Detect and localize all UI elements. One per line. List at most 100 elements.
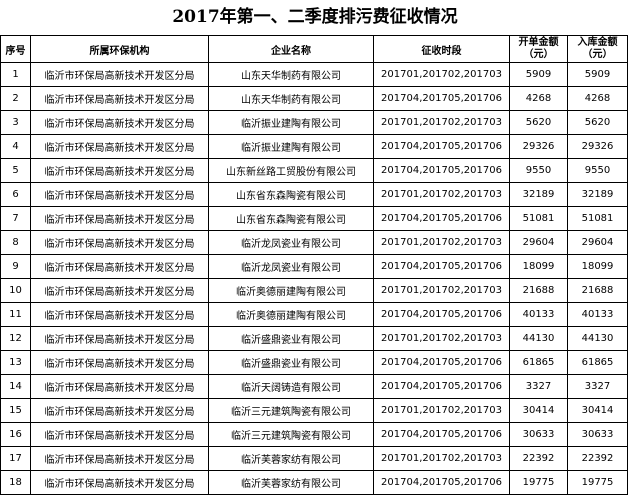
cell-period[interactable]: 201701,201702,201703 xyxy=(373,230,510,255)
cell-no[interactable]: 4 xyxy=(0,134,31,159)
cell-org[interactable]: 临沂市环保局高新技术开发区分局 xyxy=(30,86,209,111)
cell-paid[interactable]: 44130 xyxy=(567,326,628,351)
cell-billed[interactable]: 44130 xyxy=(509,326,568,351)
cell-billed[interactable]: 51081 xyxy=(509,206,568,231)
cell-no[interactable]: 12 xyxy=(0,326,31,351)
cell-org[interactable]: 临沂市环保局高新技术开发区分局 xyxy=(30,206,209,231)
cell-billed[interactable]: 5909 xyxy=(509,62,568,87)
cell-no[interactable]: 17 xyxy=(0,446,31,471)
cell-no[interactable]: 13 xyxy=(0,350,31,375)
cell-company[interactable]: 临沂芙蓉家纺有限公司 xyxy=(208,446,374,471)
cell-org[interactable]: 临沂市环保局高新技术开发区分局 xyxy=(30,470,209,495)
cell-org[interactable]: 临沂市环保局高新技术开发区分局 xyxy=(30,350,209,375)
cell-no[interactable]: 5 xyxy=(0,158,31,183)
cell-company[interactable]: 临沂三元建筑陶瓷有限公司 xyxy=(208,398,374,423)
cell-paid[interactable]: 5620 xyxy=(567,110,628,135)
cell-org[interactable]: 临沂市环保局高新技术开发区分局 xyxy=(30,278,209,303)
cell-paid[interactable]: 32189 xyxy=(567,182,628,207)
cell-period[interactable]: 201704,201705,201706 xyxy=(373,302,510,327)
cell-no[interactable]: 6 xyxy=(0,182,31,207)
cell-paid[interactable]: 9550 xyxy=(567,158,628,183)
cell-company[interactable]: 山东省东森陶瓷有限公司 xyxy=(208,182,374,207)
cell-billed[interactable]: 3327 xyxy=(509,374,568,399)
cell-company[interactable]: 临沂天阔铸造有限公司 xyxy=(208,374,374,399)
cell-paid[interactable]: 30633 xyxy=(567,422,628,447)
cell-period[interactable]: 201701,201702,201703 xyxy=(373,398,510,423)
cell-paid[interactable]: 21688 xyxy=(567,278,628,303)
cell-no[interactable]: 16 xyxy=(0,422,31,447)
cell-org[interactable]: 临沂市环保局高新技术开发区分局 xyxy=(30,62,209,87)
cell-period[interactable]: 201704,201705,201706 xyxy=(373,206,510,231)
cell-no[interactable]: 2 xyxy=(0,86,31,111)
cell-paid[interactable]: 29604 xyxy=(567,230,628,255)
cell-no[interactable]: 14 xyxy=(0,374,31,399)
header-period[interactable]: 征收时段 xyxy=(373,35,510,63)
cell-paid[interactable]: 29326 xyxy=(567,134,628,159)
cell-period[interactable]: 201701,201702,201703 xyxy=(373,182,510,207)
cell-period[interactable]: 201704,201705,201706 xyxy=(373,422,510,447)
cell-company[interactable]: 山东省东森陶瓷有限公司 xyxy=(208,206,374,231)
cell-company[interactable]: 临沂奥德丽建陶有限公司 xyxy=(208,278,374,303)
cell-no[interactable]: 10 xyxy=(0,278,31,303)
cell-period[interactable]: 201701,201702,201703 xyxy=(373,278,510,303)
header-org[interactable]: 所属环保机构 xyxy=(30,35,209,63)
cell-period[interactable]: 201704,201705,201706 xyxy=(373,158,510,183)
cell-company[interactable]: 山东天华制药有限公司 xyxy=(208,86,374,111)
header-paid[interactable]: 入库金额 （元） xyxy=(567,35,628,63)
cell-paid[interactable]: 61865 xyxy=(567,350,628,375)
cell-company[interactable]: 临沂奥德丽建陶有限公司 xyxy=(208,302,374,327)
cell-period[interactable]: 201704,201705,201706 xyxy=(373,86,510,111)
cell-org[interactable]: 临沂市环保局高新技术开发区分局 xyxy=(30,182,209,207)
cell-company[interactable]: 临沂龙凤瓷业有限公司 xyxy=(208,230,374,255)
cell-billed[interactable]: 5620 xyxy=(509,110,568,135)
cell-period[interactable]: 201704,201705,201706 xyxy=(373,374,510,399)
cell-billed[interactable]: 30633 xyxy=(509,422,568,447)
cell-no[interactable]: 9 xyxy=(0,254,31,279)
cell-billed[interactable]: 29326 xyxy=(509,134,568,159)
cell-period[interactable]: 201704,201705,201706 xyxy=(373,470,510,495)
cell-paid[interactable]: 5909 xyxy=(567,62,628,87)
cell-company[interactable]: 临沂盛鼎瓷业有限公司 xyxy=(208,326,374,351)
cell-billed[interactable]: 29604 xyxy=(509,230,568,255)
cell-period[interactable]: 201701,201702,201703 xyxy=(373,62,510,87)
cell-org[interactable]: 临沂市环保局高新技术开发区分局 xyxy=(30,374,209,399)
cell-period[interactable]: 201701,201702,201703 xyxy=(373,110,510,135)
cell-billed[interactable]: 30414 xyxy=(509,398,568,423)
cell-no[interactable]: 11 xyxy=(0,302,31,327)
cell-org[interactable]: 临沂市环保局高新技术开发区分局 xyxy=(30,422,209,447)
cell-period[interactable]: 201701,201702,201703 xyxy=(373,326,510,351)
cell-org[interactable]: 临沂市环保局高新技术开发区分局 xyxy=(30,134,209,159)
cell-no[interactable]: 3 xyxy=(0,110,31,135)
cell-org[interactable]: 临沂市环保局高新技术开发区分局 xyxy=(30,302,209,327)
cell-billed[interactable]: 61865 xyxy=(509,350,568,375)
cell-paid[interactable]: 30414 xyxy=(567,398,628,423)
cell-period[interactable]: 201704,201705,201706 xyxy=(373,350,510,375)
cell-period[interactable]: 201704,201705,201706 xyxy=(373,134,510,159)
cell-billed[interactable]: 21688 xyxy=(509,278,568,303)
cell-no[interactable]: 15 xyxy=(0,398,31,423)
cell-company[interactable]: 临沂振业建陶有限公司 xyxy=(208,134,374,159)
cell-company[interactable]: 临沂三元建筑陶瓷有限公司 xyxy=(208,422,374,447)
cell-org[interactable]: 临沂市环保局高新技术开发区分局 xyxy=(30,230,209,255)
cell-billed[interactable]: 18099 xyxy=(509,254,568,279)
cell-company[interactable]: 山东天华制药有限公司 xyxy=(208,62,374,87)
cell-no[interactable]: 7 xyxy=(0,206,31,231)
cell-org[interactable]: 临沂市环保局高新技术开发区分局 xyxy=(30,158,209,183)
cell-paid[interactable]: 3327 xyxy=(567,374,628,399)
cell-period[interactable]: 201704,201705,201706 xyxy=(373,254,510,279)
header-billed[interactable]: 开单金额 （元） xyxy=(509,35,568,63)
cell-paid[interactable]: 40133 xyxy=(567,302,628,327)
cell-no[interactable]: 1 xyxy=(0,62,31,87)
cell-billed[interactable]: 4268 xyxy=(509,86,568,111)
header-company[interactable]: 企业名称 xyxy=(208,35,374,63)
cell-paid[interactable]: 22392 xyxy=(567,446,628,471)
header-no[interactable]: 序号 xyxy=(0,35,31,63)
cell-org[interactable]: 临沂市环保局高新技术开发区分局 xyxy=(30,326,209,351)
cell-org[interactable]: 临沂市环保局高新技术开发区分局 xyxy=(30,446,209,471)
cell-org[interactable]: 临沂市环保局高新技术开发区分局 xyxy=(30,110,209,135)
cell-company[interactable]: 临沂龙凤瓷业有限公司 xyxy=(208,254,374,279)
cell-company[interactable]: 临沂盛鼎瓷业有限公司 xyxy=(208,350,374,375)
cell-paid[interactable]: 51081 xyxy=(567,206,628,231)
cell-no[interactable]: 18 xyxy=(0,470,31,495)
cell-billed[interactable]: 32189 xyxy=(509,182,568,207)
